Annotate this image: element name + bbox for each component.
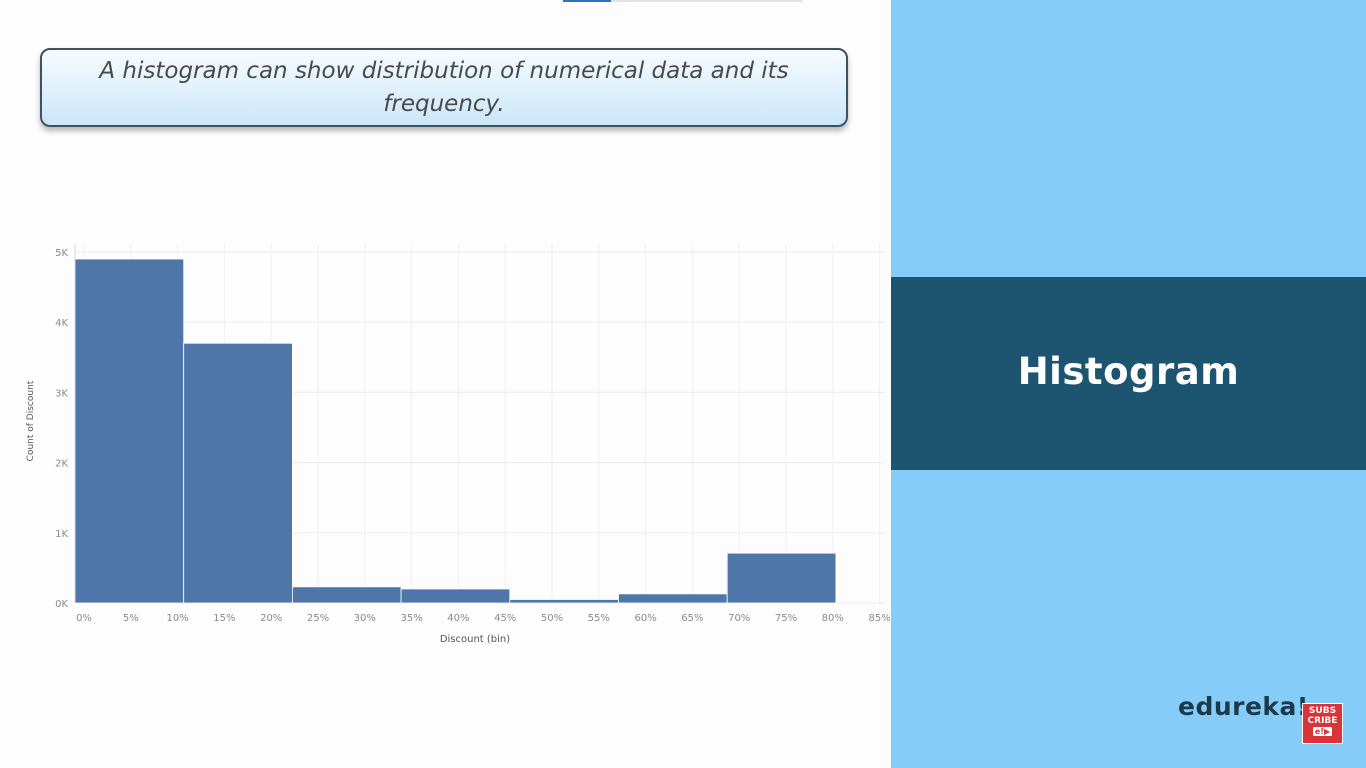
x-tick-label: 0%	[76, 613, 92, 624]
y-tick-label: 0K	[55, 599, 68, 610]
x-tick-label: 20%	[260, 613, 282, 624]
subscribe-text-2: CRIBE	[1307, 716, 1338, 726]
x-tick-label: 15%	[213, 613, 235, 624]
subscribe-text-1: SUBS	[1308, 706, 1337, 716]
y-tick-label: 2K	[55, 459, 68, 470]
histogram-bar	[74, 258, 185, 604]
subscribe-badge-text: e!	[1314, 727, 1324, 736]
x-tick-label: 65%	[681, 613, 703, 624]
x-tick-label: 50%	[541, 613, 563, 624]
x-axis-label: Discount (bin)	[440, 634, 510, 645]
edureka-logo: edureka!	[1178, 692, 1309, 721]
x-tick-label: 45%	[494, 613, 516, 624]
histogram-bar	[618, 593, 728, 604]
histogram-bar	[509, 599, 619, 604]
x-tick-label: 70%	[728, 613, 750, 624]
top-progress-track	[563, 0, 803, 2]
x-tick-label: 55%	[588, 613, 610, 624]
x-tick-label: 85%	[868, 613, 890, 624]
x-tick-label: 25%	[307, 613, 329, 624]
x-tick-label: 10%	[166, 613, 188, 624]
x-tick-label: 30%	[354, 613, 376, 624]
histogram-bar	[291, 586, 402, 604]
y-tick-label: 1K	[55, 529, 68, 540]
histogram-chart: 0K 1K 2K 3K 4K 5K 0% 5% 10% 15% 20% 25% 30% 35% 40% 45%…	[0, 230, 890, 660]
slide-title: Histogram	[1017, 350, 1240, 393]
y-tick-label: 3K	[55, 388, 68, 399]
histogram-bar	[183, 342, 293, 604]
title-band: Histogram	[891, 277, 1366, 470]
histogram-bar	[726, 552, 837, 604]
y-tick-label: 4K	[55, 318, 68, 329]
x-tick-label: 5%	[123, 613, 139, 624]
callout-box: A histogram can show distribution of num…	[40, 48, 848, 127]
x-tick-label: 35%	[400, 613, 422, 624]
x-tick-label: 60%	[634, 613, 656, 624]
chart-svg: 0K 1K 2K 3K 4K 5K 0% 5% 10% 15% 20% 25% 30% 35% 40% 45%…	[26, 244, 890, 645]
top-progress-indicator	[563, 0, 611, 2]
callout-text: A histogram can show distribution of num…	[99, 57, 789, 117]
x-tick-label: 40%	[447, 613, 469, 624]
play-icon: e!▶	[1312, 727, 1333, 736]
subscribe-button[interactable]: SUBS CRIBE e!▶	[1302, 703, 1343, 744]
histogram-bar	[400, 588, 511, 604]
y-axis-label: Count of Discount	[26, 380, 36, 461]
y-tick-label: 5K	[55, 248, 68, 259]
right-panel: Histogram edureka! SUBS CRIBE e!▶	[891, 0, 1366, 768]
x-tick-label: 75%	[775, 613, 797, 624]
x-tick-label: 80%	[822, 613, 844, 624]
